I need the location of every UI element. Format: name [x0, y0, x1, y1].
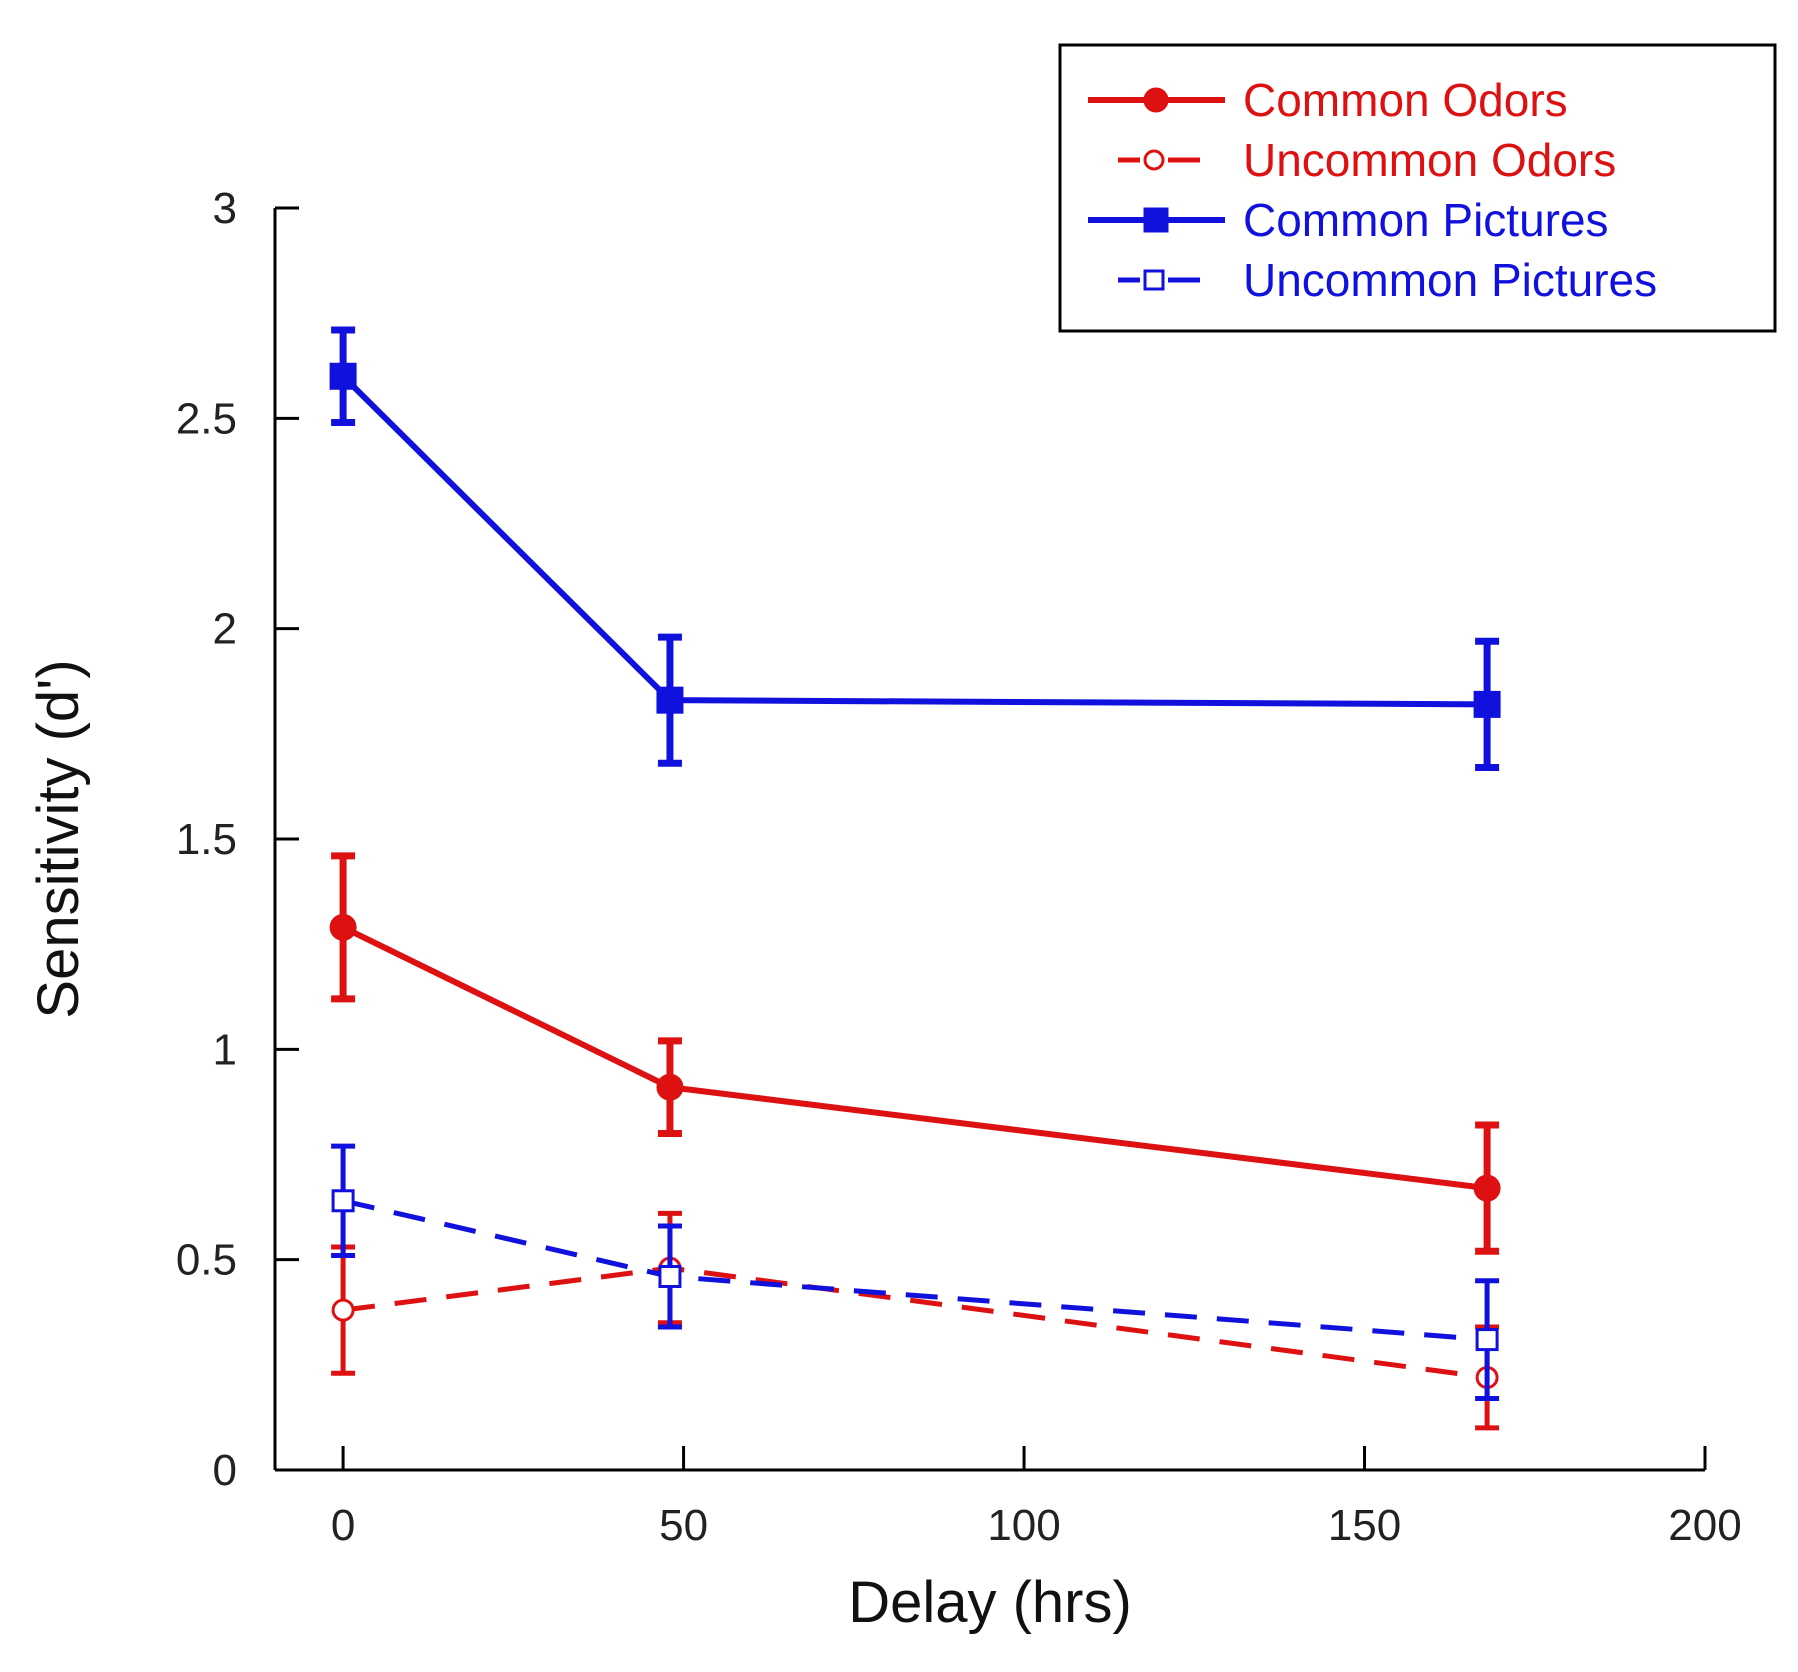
data-point — [1473, 1174, 1501, 1202]
x-tick-label: 200 — [1668, 1501, 1741, 1550]
legend: Common Odors Uncommon Odors Common Picture… — [1058, 43, 1777, 333]
data-point — [658, 1264, 682, 1288]
data-point — [329, 362, 357, 390]
x-tick-label: 100 — [987, 1501, 1060, 1550]
series-3 — [331, 1143, 1500, 1401]
data-point — [331, 1298, 355, 1322]
data-point — [331, 1189, 355, 1213]
x-tick-label: 150 — [1328, 1501, 1401, 1550]
y-tick-label: 0.5 — [176, 1236, 237, 1285]
series-line — [342, 1265, 1488, 1380]
y-tick-label: 3 — [213, 184, 237, 233]
y-tick-label: 1 — [213, 1025, 237, 1074]
legend-marker — [1143, 87, 1169, 113]
legend-box — [1058, 43, 1777, 333]
legend-label: Common Odors — [1243, 74, 1568, 126]
legend-label: Uncommon Pictures — [1243, 254, 1657, 306]
data-point — [656, 686, 684, 714]
series-line — [340, 374, 1488, 708]
data-point — [1473, 690, 1501, 718]
y-tick-label: 2 — [213, 605, 237, 654]
legend-entry-3: Uncommon Pictures — [1118, 254, 1657, 306]
plot-area — [329, 326, 1501, 1431]
y-axis-title: Sensitivity (d') — [26, 659, 91, 1018]
series-0 — [329, 852, 1501, 1255]
legend-entry-1: Uncommon Odors — [1118, 134, 1616, 186]
y-tick-label: 1.5 — [176, 815, 237, 864]
x-tick-label: 0 — [331, 1501, 355, 1550]
series-line — [341, 924, 1488, 1192]
x-tick-label: 50 — [659, 1501, 708, 1550]
legend-label: Common Pictures — [1243, 194, 1609, 246]
legend-marker — [1143, 269, 1165, 291]
series-line — [342, 1198, 1488, 1343]
legend-marker — [1143, 207, 1169, 233]
data-point — [329, 913, 357, 941]
legend-label: Uncommon Odors — [1243, 134, 1616, 186]
y-tick-label: 0 — [213, 1446, 237, 1495]
series-2 — [329, 326, 1501, 771]
series-1 — [331, 1210, 1500, 1431]
x-axis-title: Delay (hrs) — [848, 1570, 1132, 1635]
legend-marker — [1143, 149, 1165, 171]
legend-entry-2: Common Pictures — [1088, 194, 1609, 246]
axes: 0 0.5 1 1.5 2 2.5 3 0 50 100 150 200 — [176, 184, 1742, 1550]
legend-entry-0: Common Odors — [1088, 74, 1568, 126]
data-point — [656, 1073, 684, 1101]
y-tick-label: 2.5 — [176, 394, 237, 443]
data-point — [1475, 1328, 1499, 1352]
